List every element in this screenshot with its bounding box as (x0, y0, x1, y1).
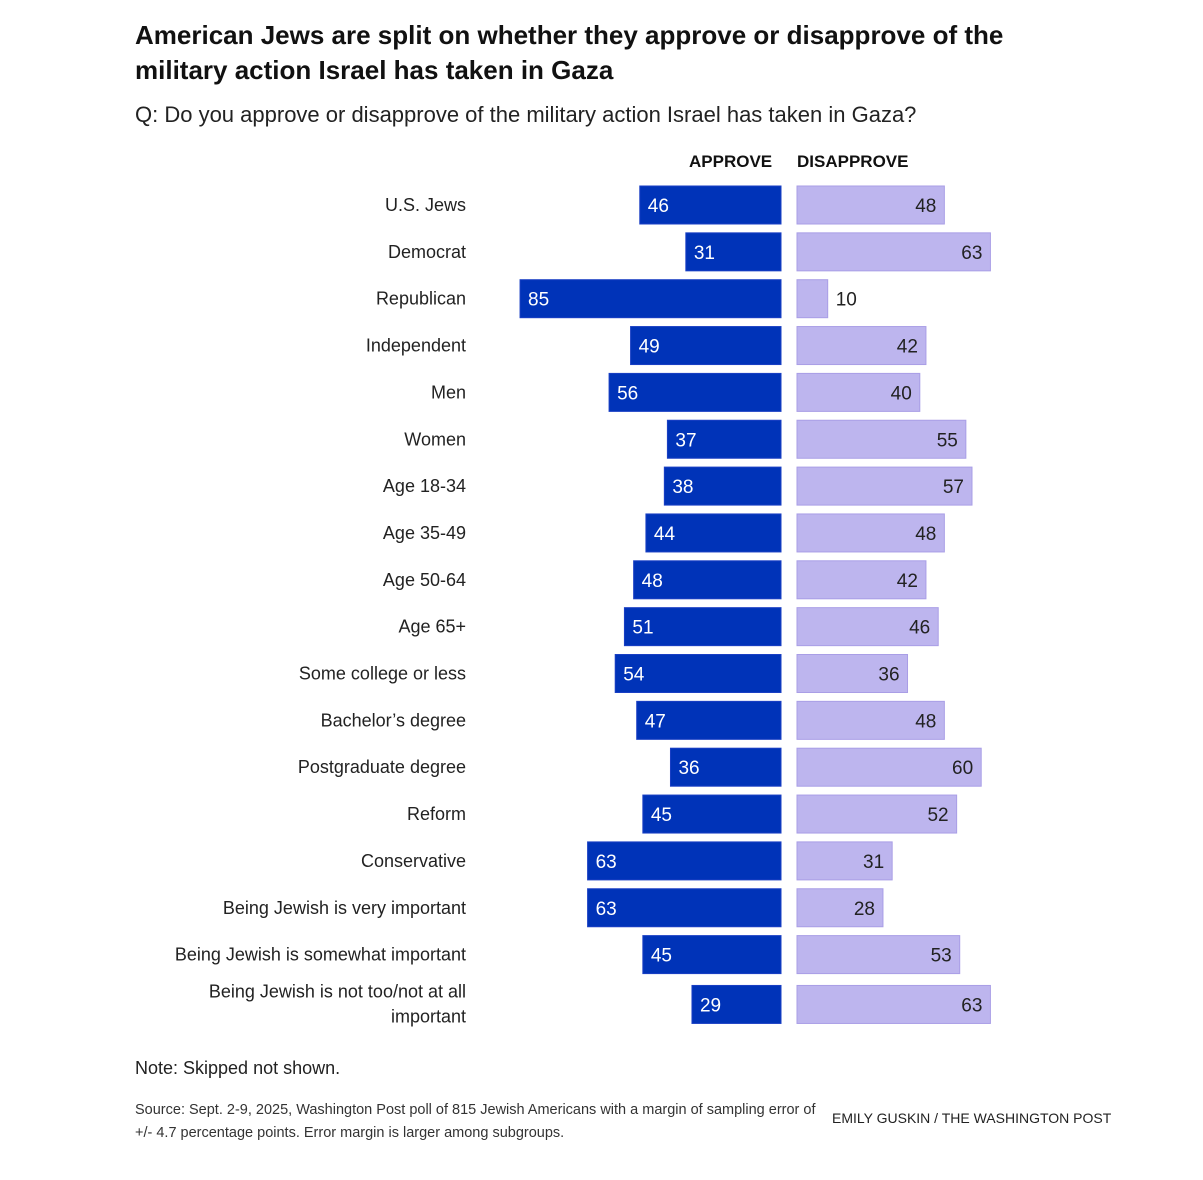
disapprove-bar (796, 607, 939, 647)
disapprove-bar (796, 984, 991, 1024)
approve-value-label: 31 (694, 243, 715, 264)
approve-value-label: 45 (651, 805, 672, 826)
row-label: Republican (376, 289, 466, 309)
disapprove-value-label: 40 (891, 383, 912, 404)
disapprove-value-label: 10 (836, 290, 857, 311)
disapprove-bar (796, 419, 967, 459)
approve-value-label: 56 (617, 383, 638, 404)
approve-bar (669, 747, 782, 787)
approve-value-label: 63 (596, 899, 617, 920)
row-label: Age 65+ (398, 617, 466, 637)
approve-bar (663, 466, 782, 506)
row-label: Being Jewish is very important (223, 898, 466, 918)
disapprove-bar (796, 654, 909, 693)
disapprove-bar (796, 888, 884, 928)
row-label: Bachelor’s degree (321, 710, 466, 730)
disapprove-bar (796, 279, 829, 319)
disapprove-value-label: 48 (915, 196, 936, 217)
row-label: Some college or less (299, 664, 466, 684)
approve-bar (666, 419, 782, 459)
row-label: Age 35-49 (383, 523, 466, 543)
disapprove-value-label: 63 (961, 243, 982, 264)
row-label: Age 50-64 (383, 570, 466, 590)
approve-bar (645, 513, 782, 553)
row-label: Being Jewish is not too/not at all import… (209, 981, 466, 1026)
disapprove-bar (796, 794, 958, 834)
disapprove-bar (796, 232, 991, 272)
row-label: Independent (366, 336, 466, 356)
approve-bar (636, 700, 782, 740)
approve-value-label: 46 (648, 196, 669, 217)
disapprove-value-label: 52 (927, 805, 948, 826)
disapprove-value-label: 48 (915, 711, 936, 732)
disapprove-value-label: 42 (897, 337, 918, 358)
disapprove-value-label: 57 (943, 477, 964, 498)
disapprove-bar (796, 513, 945, 553)
approve-value-label: 47 (645, 711, 666, 732)
disapprove-bar (796, 185, 945, 225)
row-label: Being Jewish is somewhat important (175, 945, 466, 965)
disapprove-value-label: 28 (854, 899, 875, 920)
disapprove-value-label: 60 (952, 758, 973, 779)
row-label: Age 18-34 (383, 476, 466, 496)
chart-title: American Jews are split on whether they … (135, 20, 1004, 85)
row-label: Postgraduate degree (298, 757, 466, 777)
approve-bar (642, 935, 782, 975)
disapprove-bar (796, 326, 927, 366)
row-label: Conservative (361, 851, 466, 871)
disapprove-value-label: 53 (931, 946, 952, 967)
disapprove-bar (796, 466, 973, 506)
disapprove-bar (796, 372, 921, 412)
approve-value-label: 54 (623, 665, 645, 686)
disapprove-bar (796, 560, 927, 600)
approve-bar (623, 607, 782, 647)
disapprove-bar (796, 700, 945, 740)
disapprove-bar (796, 935, 961, 975)
approve-bar (642, 794, 782, 834)
approve-value-label: 44 (654, 524, 676, 545)
approve-value-label: 29 (700, 995, 721, 1016)
approve-bar (639, 185, 782, 225)
disapprove-value-label: 42 (897, 571, 918, 592)
row-label: Women (404, 429, 466, 449)
chart-subtitle: Q: Do you approve or disapprove of the m… (135, 102, 917, 127)
approve-bar (519, 279, 782, 319)
approve-bar (608, 372, 782, 412)
row-label: Reform (407, 804, 466, 824)
approve-value-label: 85 (528, 290, 549, 311)
disapprove-bar (796, 747, 982, 787)
row-label: Democrat (388, 242, 466, 262)
approve-value-label: 48 (642, 571, 663, 592)
disapprove-value-label: 31 (863, 852, 884, 873)
disapprove-value-label: 46 (909, 618, 930, 639)
disapprove-bar (796, 841, 893, 881)
approve-bar (587, 841, 782, 881)
approve-column-header: APPROVE (689, 152, 773, 171)
approve-value-label: 37 (675, 430, 696, 451)
disapprove-value-label: 48 (915, 524, 936, 545)
disapprove-value-label: 55 (937, 430, 958, 451)
chart-note: Note: Skipped not shown. (135, 1058, 341, 1078)
approve-value-label: 38 (672, 477, 693, 498)
row-label: Men (431, 382, 466, 402)
disapprove-column-header: DISAPPROVE (797, 152, 909, 171)
row-label: U.S. Jews (385, 195, 466, 215)
approve-value-label: 49 (639, 337, 660, 358)
disapprove-value-label: 36 (878, 665, 899, 686)
approve-value-label: 36 (678, 758, 699, 779)
approve-bar (614, 654, 782, 693)
approve-value-label: 51 (632, 618, 653, 639)
disapprove-value-label: 63 (961, 995, 982, 1016)
approve-value-label: 45 (651, 946, 672, 967)
approve-bar (630, 326, 782, 366)
approve-bar (685, 232, 782, 272)
chart-source: Source: Sept. 2-9, 2025, Washington Post… (135, 1102, 816, 1141)
approve-bar (691, 984, 782, 1024)
approve-bar (587, 888, 782, 928)
chart-credit: EMILY GUSKIN / THE WASHINGTON POST (832, 1110, 1112, 1126)
approve-value-label: 63 (596, 852, 617, 873)
approve-bar (633, 560, 782, 600)
